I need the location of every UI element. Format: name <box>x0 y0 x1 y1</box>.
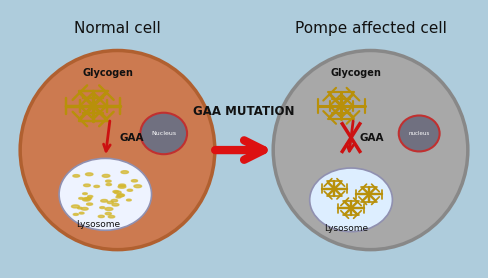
Ellipse shape <box>107 201 113 204</box>
Ellipse shape <box>59 158 152 230</box>
Ellipse shape <box>131 180 138 182</box>
Ellipse shape <box>86 203 93 205</box>
Ellipse shape <box>112 203 119 206</box>
Text: GAA: GAA <box>120 133 144 143</box>
Text: GAA MUTATION: GAA MUTATION <box>193 105 295 118</box>
Ellipse shape <box>82 198 90 201</box>
Ellipse shape <box>71 205 80 208</box>
Ellipse shape <box>83 198 90 200</box>
Text: Lysosome: Lysosome <box>76 220 120 229</box>
Ellipse shape <box>116 196 121 198</box>
Ellipse shape <box>86 197 92 199</box>
Ellipse shape <box>81 207 88 210</box>
Ellipse shape <box>310 168 392 232</box>
Ellipse shape <box>73 214 79 215</box>
Ellipse shape <box>73 175 80 177</box>
Ellipse shape <box>126 199 131 201</box>
Ellipse shape <box>114 191 121 194</box>
Ellipse shape <box>134 185 142 188</box>
Text: Glycogen: Glycogen <box>330 68 381 78</box>
Text: GAA: GAA <box>360 133 385 143</box>
Ellipse shape <box>118 185 126 188</box>
Text: Glycogen: Glycogen <box>82 68 133 78</box>
Ellipse shape <box>88 195 93 197</box>
Ellipse shape <box>79 212 84 214</box>
Text: Normal cell: Normal cell <box>74 21 161 36</box>
Ellipse shape <box>108 215 115 218</box>
Ellipse shape <box>106 183 111 186</box>
Ellipse shape <box>399 115 440 152</box>
Text: nucleus: nucleus <box>408 131 430 136</box>
Ellipse shape <box>105 207 113 210</box>
Ellipse shape <box>141 113 187 154</box>
Ellipse shape <box>78 207 82 209</box>
Ellipse shape <box>273 51 468 250</box>
Ellipse shape <box>119 184 125 187</box>
Ellipse shape <box>113 190 119 193</box>
Ellipse shape <box>102 174 110 177</box>
Ellipse shape <box>121 171 128 173</box>
Ellipse shape <box>105 212 111 215</box>
Text: Lysosome: Lysosome <box>325 224 368 234</box>
Ellipse shape <box>101 200 108 202</box>
Ellipse shape <box>82 193 87 195</box>
Ellipse shape <box>94 185 100 187</box>
Ellipse shape <box>127 189 133 191</box>
Ellipse shape <box>117 194 124 197</box>
Ellipse shape <box>117 194 124 197</box>
Text: Pompe affected cell: Pompe affected cell <box>295 21 447 36</box>
Ellipse shape <box>20 51 215 250</box>
Ellipse shape <box>85 173 93 176</box>
Ellipse shape <box>111 199 118 202</box>
Ellipse shape <box>98 215 104 218</box>
Ellipse shape <box>100 207 105 208</box>
Ellipse shape <box>83 184 90 187</box>
Text: Nucleus: Nucleus <box>151 131 176 136</box>
Ellipse shape <box>79 197 83 199</box>
Ellipse shape <box>105 180 111 182</box>
